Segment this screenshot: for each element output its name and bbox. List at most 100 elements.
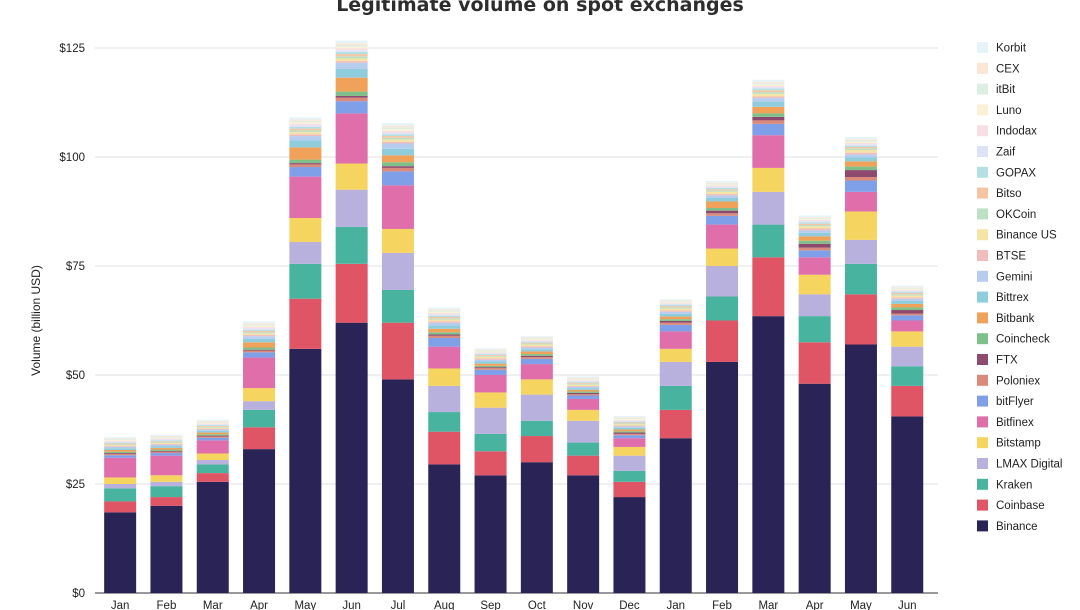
legend-swatch [977,187,988,199]
bar-segment-korbit [567,376,600,378]
bar-segment-bitfinex [752,135,785,168]
legend-swatch [977,62,988,74]
legend-label: Korbit [996,43,1027,55]
bar-segment-korbit [196,419,229,421]
y-tick-label: $50 [66,370,85,382]
bar-segment-bitflyer [335,101,368,114]
bar-segment-binance [104,512,137,593]
bar-segment-coincheck [752,113,785,117]
bar-segment-cex [243,323,276,325]
bar-segment-bitflyer [520,358,553,365]
bar-segment-btse [289,134,322,137]
legend-swatch [977,458,988,469]
legend-swatch [977,125,988,137]
bar-segment-bitso [196,426,229,427]
bar-segment-coincheck [474,365,507,368]
bar-segment-gemini [196,429,229,431]
legend-swatch [977,374,988,386]
bars [104,40,924,593]
bar-segment-zaif [520,340,553,342]
bar-segment-binance [844,344,877,593]
bar-segment-binance-us [844,150,877,153]
bar-segment-gemini [613,426,646,428]
bar-segment-poloniex [844,177,877,181]
bar-segment-bitfinex [613,438,646,447]
bar-segment-indodax [798,219,831,222]
bar-segment-okcoin [659,307,692,309]
bar-segment-gopax [659,304,692,307]
bar-segment-coinbase [104,501,137,513]
bar-segment-poloniex [381,167,414,172]
bar-segment-gemini [798,230,831,233]
bar-segment-itbit [289,120,322,123]
bar-segment-korbit [613,415,646,418]
legend-label: Bitfinex [996,417,1034,429]
bar-segment-bittrex [104,448,137,450]
bar-segment-coincheck [335,91,368,96]
bar-segment-bitbank [289,147,322,160]
bar-segment-kraken [428,412,461,432]
bar-segment-binance-us [613,424,646,426]
bar-segment-itbit [474,350,507,352]
bar-segment-korbit [752,79,785,83]
bar-segment-indodax [243,327,276,329]
bar-segment-zaif [798,221,831,223]
x-tick-label: Dec [619,600,640,610]
legend-label: GOPAX [996,167,1036,179]
bar-segment-poloniex [798,247,831,251]
x-tick-label: Jul [391,600,406,610]
bar-segment-binance-us [798,226,831,229]
bar-segment-bitflyer [381,171,414,186]
bar-segment-bitso [474,354,507,356]
bar-segment-lmax-digital [706,266,739,297]
bar-segment-korbit [428,307,461,310]
bar-segment-okcoin [381,137,414,140]
bar-segment-bittrex [798,232,831,237]
legend-swatch [977,354,988,365]
bar-segment-kraken [335,226,368,264]
bar-segment-cex [289,119,322,121]
bar-segment-lmax-digital [520,394,553,421]
legend-swatch [977,166,988,178]
bar-segment-gopax [243,329,276,331]
bar-segment-okcoin [335,56,368,59]
bar-segment-bitstamp [428,368,461,386]
bar-segment-poloniex [891,313,924,316]
bar-segment-binance-us [567,384,600,386]
bar-segment-bitfinex [659,331,692,349]
bar-segment-bitbank [381,155,414,163]
bar-segment-okcoin [474,355,507,357]
bar-segment-btse [659,310,692,312]
bar-segment-cex [613,417,646,419]
x-tick-label: Feb [712,600,732,610]
bar-segment-luno [659,302,692,304]
bar-segment-luno [289,122,322,124]
bar-segment-bitbank [798,236,831,241]
bar-segment-binance-us [196,427,229,429]
bar-segment-binance-us [891,295,924,298]
bar-segment-bitfinex [474,375,507,393]
bar-segment-binance-us [428,319,461,322]
bar-segment-kraken [798,316,831,343]
bar-segment-luno [243,325,276,328]
bar-segment-coincheck [520,354,553,356]
bar-segment-okcoin [428,318,461,320]
legend-label: OKCoin [996,209,1036,221]
bar-segment-bitbank [335,77,368,92]
bar-segment-bittrex [428,325,461,329]
bar-segment-cex [798,217,831,219]
bar-segment-cex [150,436,183,437]
bar-segment-luno [196,422,229,424]
bar-segment-okcoin [844,148,877,151]
bar-segment-gemini [520,347,553,350]
bar-segment-bitstamp [150,475,183,482]
bar-segment-zaif [706,186,739,188]
bar-segment-bitstamp [520,379,553,395]
bar-segment-ftx [150,450,183,452]
x-tick-label: Apr [806,600,824,610]
bar-segment-gemini [335,62,368,69]
bar-segment-coinbase [381,322,414,380]
bar-segment-bittrex [289,140,322,148]
bar-segment-binance-us [289,132,322,135]
bar-segment-bitfinex [150,455,183,476]
